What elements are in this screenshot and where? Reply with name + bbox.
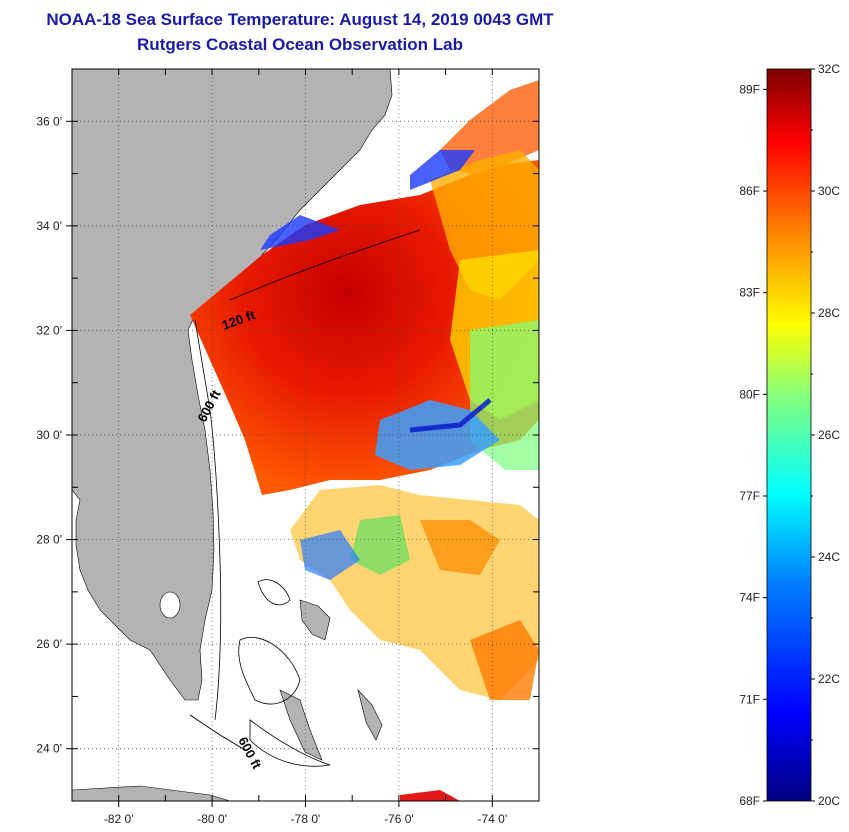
celsius-label: 26C: [818, 428, 840, 442]
map-title: NOAA-18 Sea Surface Temperature: August …: [46, 10, 554, 29]
lon-tick-label: -78 0': [291, 812, 321, 826]
celsius-label: 28C: [818, 306, 840, 320]
lon-tick-label: -76 0': [384, 812, 414, 826]
lat-tick-label: 28 0': [36, 533, 62, 547]
map-area: [72, 69, 539, 801]
sst-swath: [190, 80, 539, 801]
colorbar-scale: [766, 68, 812, 802]
celsius-label: 24C: [818, 550, 840, 564]
florida-keys: [189, 714, 246, 751]
lat-tick-label: 24 0': [36, 742, 62, 756]
celsius-label: 30C: [818, 184, 840, 198]
fahrenheit-label: 89F: [739, 82, 760, 96]
fahrenheit-label: 86F: [739, 184, 760, 198]
map-subtitle: Rutgers Coastal Ocean Observation Lab: [137, 35, 463, 54]
fahrenheit-label: 83F: [739, 286, 760, 300]
lake-okeechobee: [159, 591, 181, 619]
land-us-coast: [72, 69, 393, 701]
lat-tick-label: 36 0': [36, 114, 62, 128]
contour-120ft-line: [229, 229, 421, 301]
fahrenheit-label: 77F: [739, 489, 760, 503]
celsius-label: 32C: [818, 62, 840, 76]
lat-tick-label: 30 0': [36, 428, 62, 442]
land-bahamas: [299, 599, 331, 641]
celsius-label: 20C: [818, 794, 840, 808]
fahrenheit-label: 74F: [739, 591, 760, 605]
lon-tick-label: -80 0': [197, 812, 227, 826]
celsius-label: 22C: [818, 672, 840, 686]
contour-600ft-line: [194, 319, 222, 721]
lat-tick-label: 34 0': [36, 219, 62, 233]
lat-tick-label: 26 0': [36, 637, 62, 651]
axis-ticks: 36 0' 34 0' 32 0' 30 0' 28 0' 26 0' 24 0' -82 0…: [36, 68, 540, 826]
land-andros: [279, 689, 323, 761]
lon-tick-label: -82 0': [104, 812, 134, 826]
lat-tick-label: 32 0': [36, 323, 62, 337]
fahrenheit-label: 80F: [739, 387, 760, 401]
lon-tick-label: -74 0': [477, 812, 507, 826]
land-cuba: [72, 785, 231, 801]
fahrenheit-label: 71F: [739, 692, 760, 706]
colorbar: 32C 30C 28C 26C 24C 22C 20C 89F 86F 83F 80F 77F 74F 7…: [739, 62, 840, 808]
fahrenheit-label: 68F: [739, 794, 760, 808]
